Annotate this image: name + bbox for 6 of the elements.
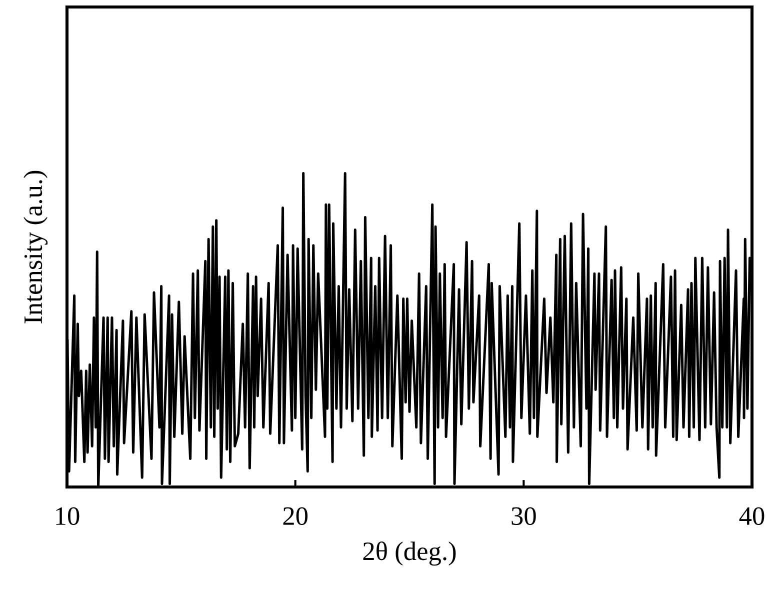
x-tick-label: 30 <box>512 507 536 526</box>
x-tick-label: 40 <box>739 507 764 526</box>
x-tick-label: 20 <box>283 507 308 526</box>
x-tick-label: 10 <box>56 507 80 526</box>
x-axis-title: 2θ (deg.) <box>363 541 456 566</box>
y-axis-title: Intensity (a.u.) <box>24 170 48 324</box>
